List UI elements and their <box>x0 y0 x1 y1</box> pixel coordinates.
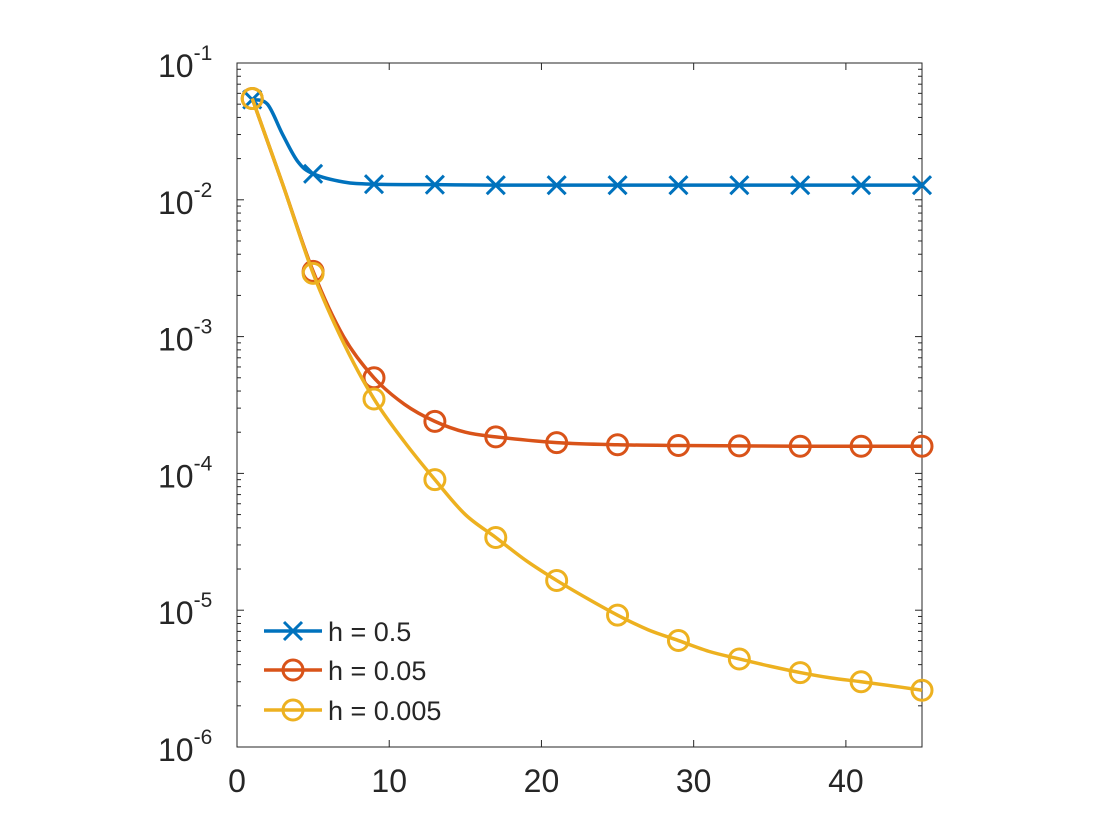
series-1-marker <box>790 175 811 196</box>
series-1-marker <box>729 175 750 196</box>
series-1-marker <box>424 174 445 195</box>
y-tick-label: 10-4 <box>158 452 213 494</box>
series-3-marker <box>301 261 325 285</box>
series-1-marker <box>363 174 385 195</box>
series-1-marker <box>851 175 872 196</box>
series-2-marker <box>910 434 934 458</box>
series-3-marker <box>727 647 751 671</box>
series-group <box>240 87 934 702</box>
series-2-marker <box>727 434 751 458</box>
x-tick-label: 40 <box>828 763 864 799</box>
series-3-marker <box>910 678 934 702</box>
x-tick-label: 0 <box>228 763 246 799</box>
series-1-marker <box>607 175 628 196</box>
series-1-marker <box>546 175 567 196</box>
series-3-marker <box>240 87 264 111</box>
series-2-marker <box>423 409 447 433</box>
series-line-1 <box>251 97 922 187</box>
series-3-marker <box>666 629 690 653</box>
series-1-marker <box>485 175 506 196</box>
series-1-marker <box>303 163 324 184</box>
series-1-marker <box>668 175 689 196</box>
legend-label-3: h = 0.005 <box>328 696 441 726</box>
x-tick-label: 10 <box>371 763 407 799</box>
y-tick-label: 10-2 <box>158 179 212 221</box>
axis-ticks: 0 10 20 30 40 10-1 10-2 10-3 10-4 10-5 10-6 <box>158 42 922 799</box>
series-2-marker <box>849 434 873 458</box>
series-3-marker <box>484 525 508 549</box>
series-2-marker <box>788 434 812 458</box>
y-tick-label: 10-1 <box>158 42 212 84</box>
series-1-marker <box>911 175 933 196</box>
legend-marker-2 <box>281 658 305 682</box>
y-tick-label: 10-5 <box>158 589 212 631</box>
legend-marker-1 <box>282 620 304 642</box>
series-3-marker <box>545 568 569 592</box>
legend: h = 0.5 h = 0.05 h = 0.005 <box>264 617 441 726</box>
legend-marker-3 <box>281 698 305 722</box>
series-2-marker <box>484 425 508 449</box>
series-3-marker <box>606 603 630 627</box>
series-3-marker <box>788 661 812 685</box>
y-tick-label: 10-3 <box>158 316 212 358</box>
series-3-marker <box>423 468 447 492</box>
y-tick-label: 10-6 <box>158 726 212 768</box>
series-line-3 <box>250 97 923 692</box>
series-3-marker <box>849 670 873 694</box>
series-2-marker <box>666 433 690 457</box>
legend-label-2: h = 0.05 <box>328 656 426 686</box>
x-tick-label: 20 <box>524 763 560 799</box>
legend-label-1: h = 0.5 <box>328 617 411 647</box>
series-2-marker <box>545 431 569 455</box>
series-3-marker <box>362 387 386 411</box>
x-tick-label: 30 <box>676 763 712 799</box>
series-2-marker <box>606 433 630 457</box>
